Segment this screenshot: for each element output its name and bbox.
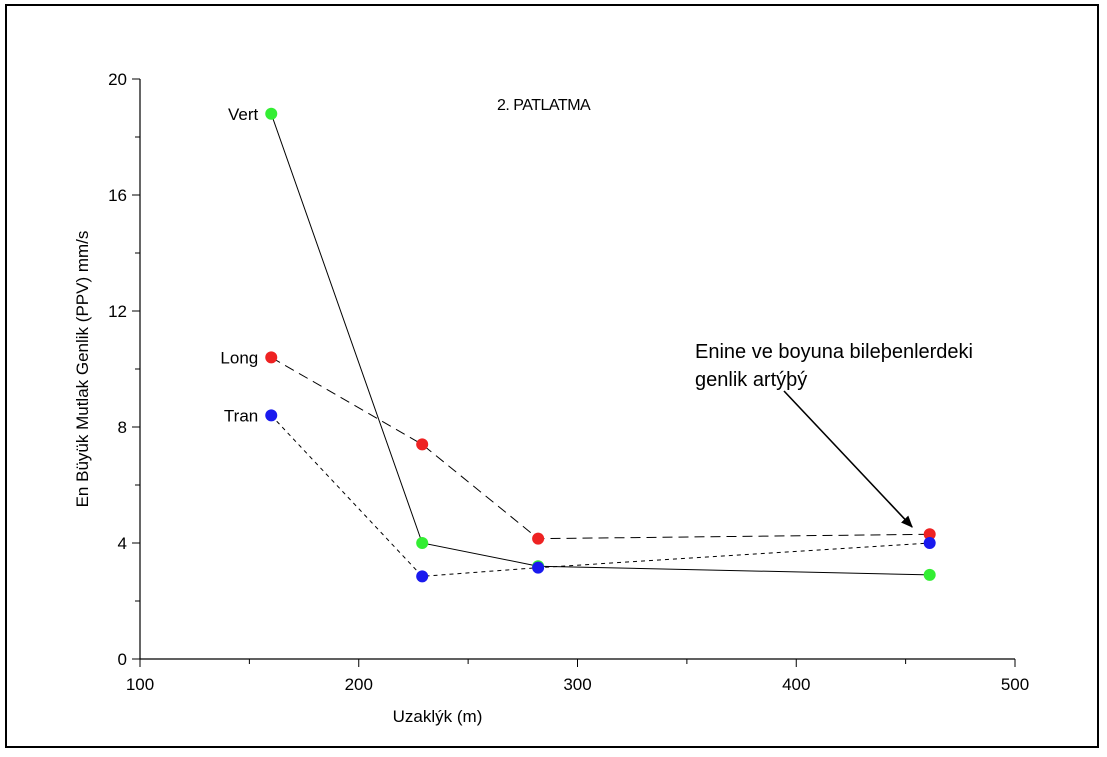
text-labels: Uzaklýk (m) En Büyük Mutlak Genlik (PPV) …	[73, 97, 973, 726]
series-label-tran: Tran	[224, 406, 258, 425]
axes: 100 200 300 400 500 0 4 8 12 16 20	[108, 70, 1029, 694]
y-tick-label: 8	[118, 418, 127, 437]
x-axis-title: Uzaklýk (m)	[393, 707, 483, 726]
y-tick-label: 16	[108, 186, 127, 205]
y-tick-label: 20	[108, 70, 127, 89]
series-line-tran	[270, 415, 930, 577]
chart-frame	[5, 4, 1099, 748]
x-tick-label: 400	[782, 675, 810, 694]
data-point-vert	[265, 107, 278, 120]
data-point-long	[416, 438, 429, 451]
data-point-long	[923, 528, 936, 541]
series-line-long	[271, 356, 930, 540]
y-tick-label: 12	[108, 302, 127, 321]
x-tick-label: 300	[563, 675, 591, 694]
y-tick-label: 0	[118, 650, 127, 669]
data-point-vert	[416, 537, 429, 549]
data-point-tran	[532, 561, 545, 574]
annotation-arrow	[783, 390, 913, 528]
x-tick-label: 200	[345, 675, 373, 694]
chart-title: 2. PATLATMA	[497, 97, 591, 114]
data-point-vert	[923, 568, 936, 581]
x-tick-label: 100	[126, 675, 154, 694]
data-point-tran	[416, 570, 429, 583]
annotation-line-1: Enine ve boyuna bileþenlerdeki	[695, 341, 973, 363]
series-points	[265, 107, 936, 583]
series-lines	[270, 113, 930, 577]
y-tick-label: 4	[118, 534, 127, 553]
data-point-tran	[265, 409, 278, 422]
series-line-vert	[270, 113, 930, 576]
series-label-long: Long	[220, 348, 258, 367]
data-point-tran	[923, 537, 936, 549]
series-label-vert: Vert	[228, 105, 259, 124]
data-point-long	[532, 532, 545, 545]
annotation-line-2: genlik artýþý	[695, 369, 807, 391]
x-tick-label: 500	[1001, 675, 1029, 694]
data-point-long	[265, 351, 278, 364]
y-axis-title: En Büyük Mutlak Genlik (PPV) mm/s	[73, 231, 92, 508]
